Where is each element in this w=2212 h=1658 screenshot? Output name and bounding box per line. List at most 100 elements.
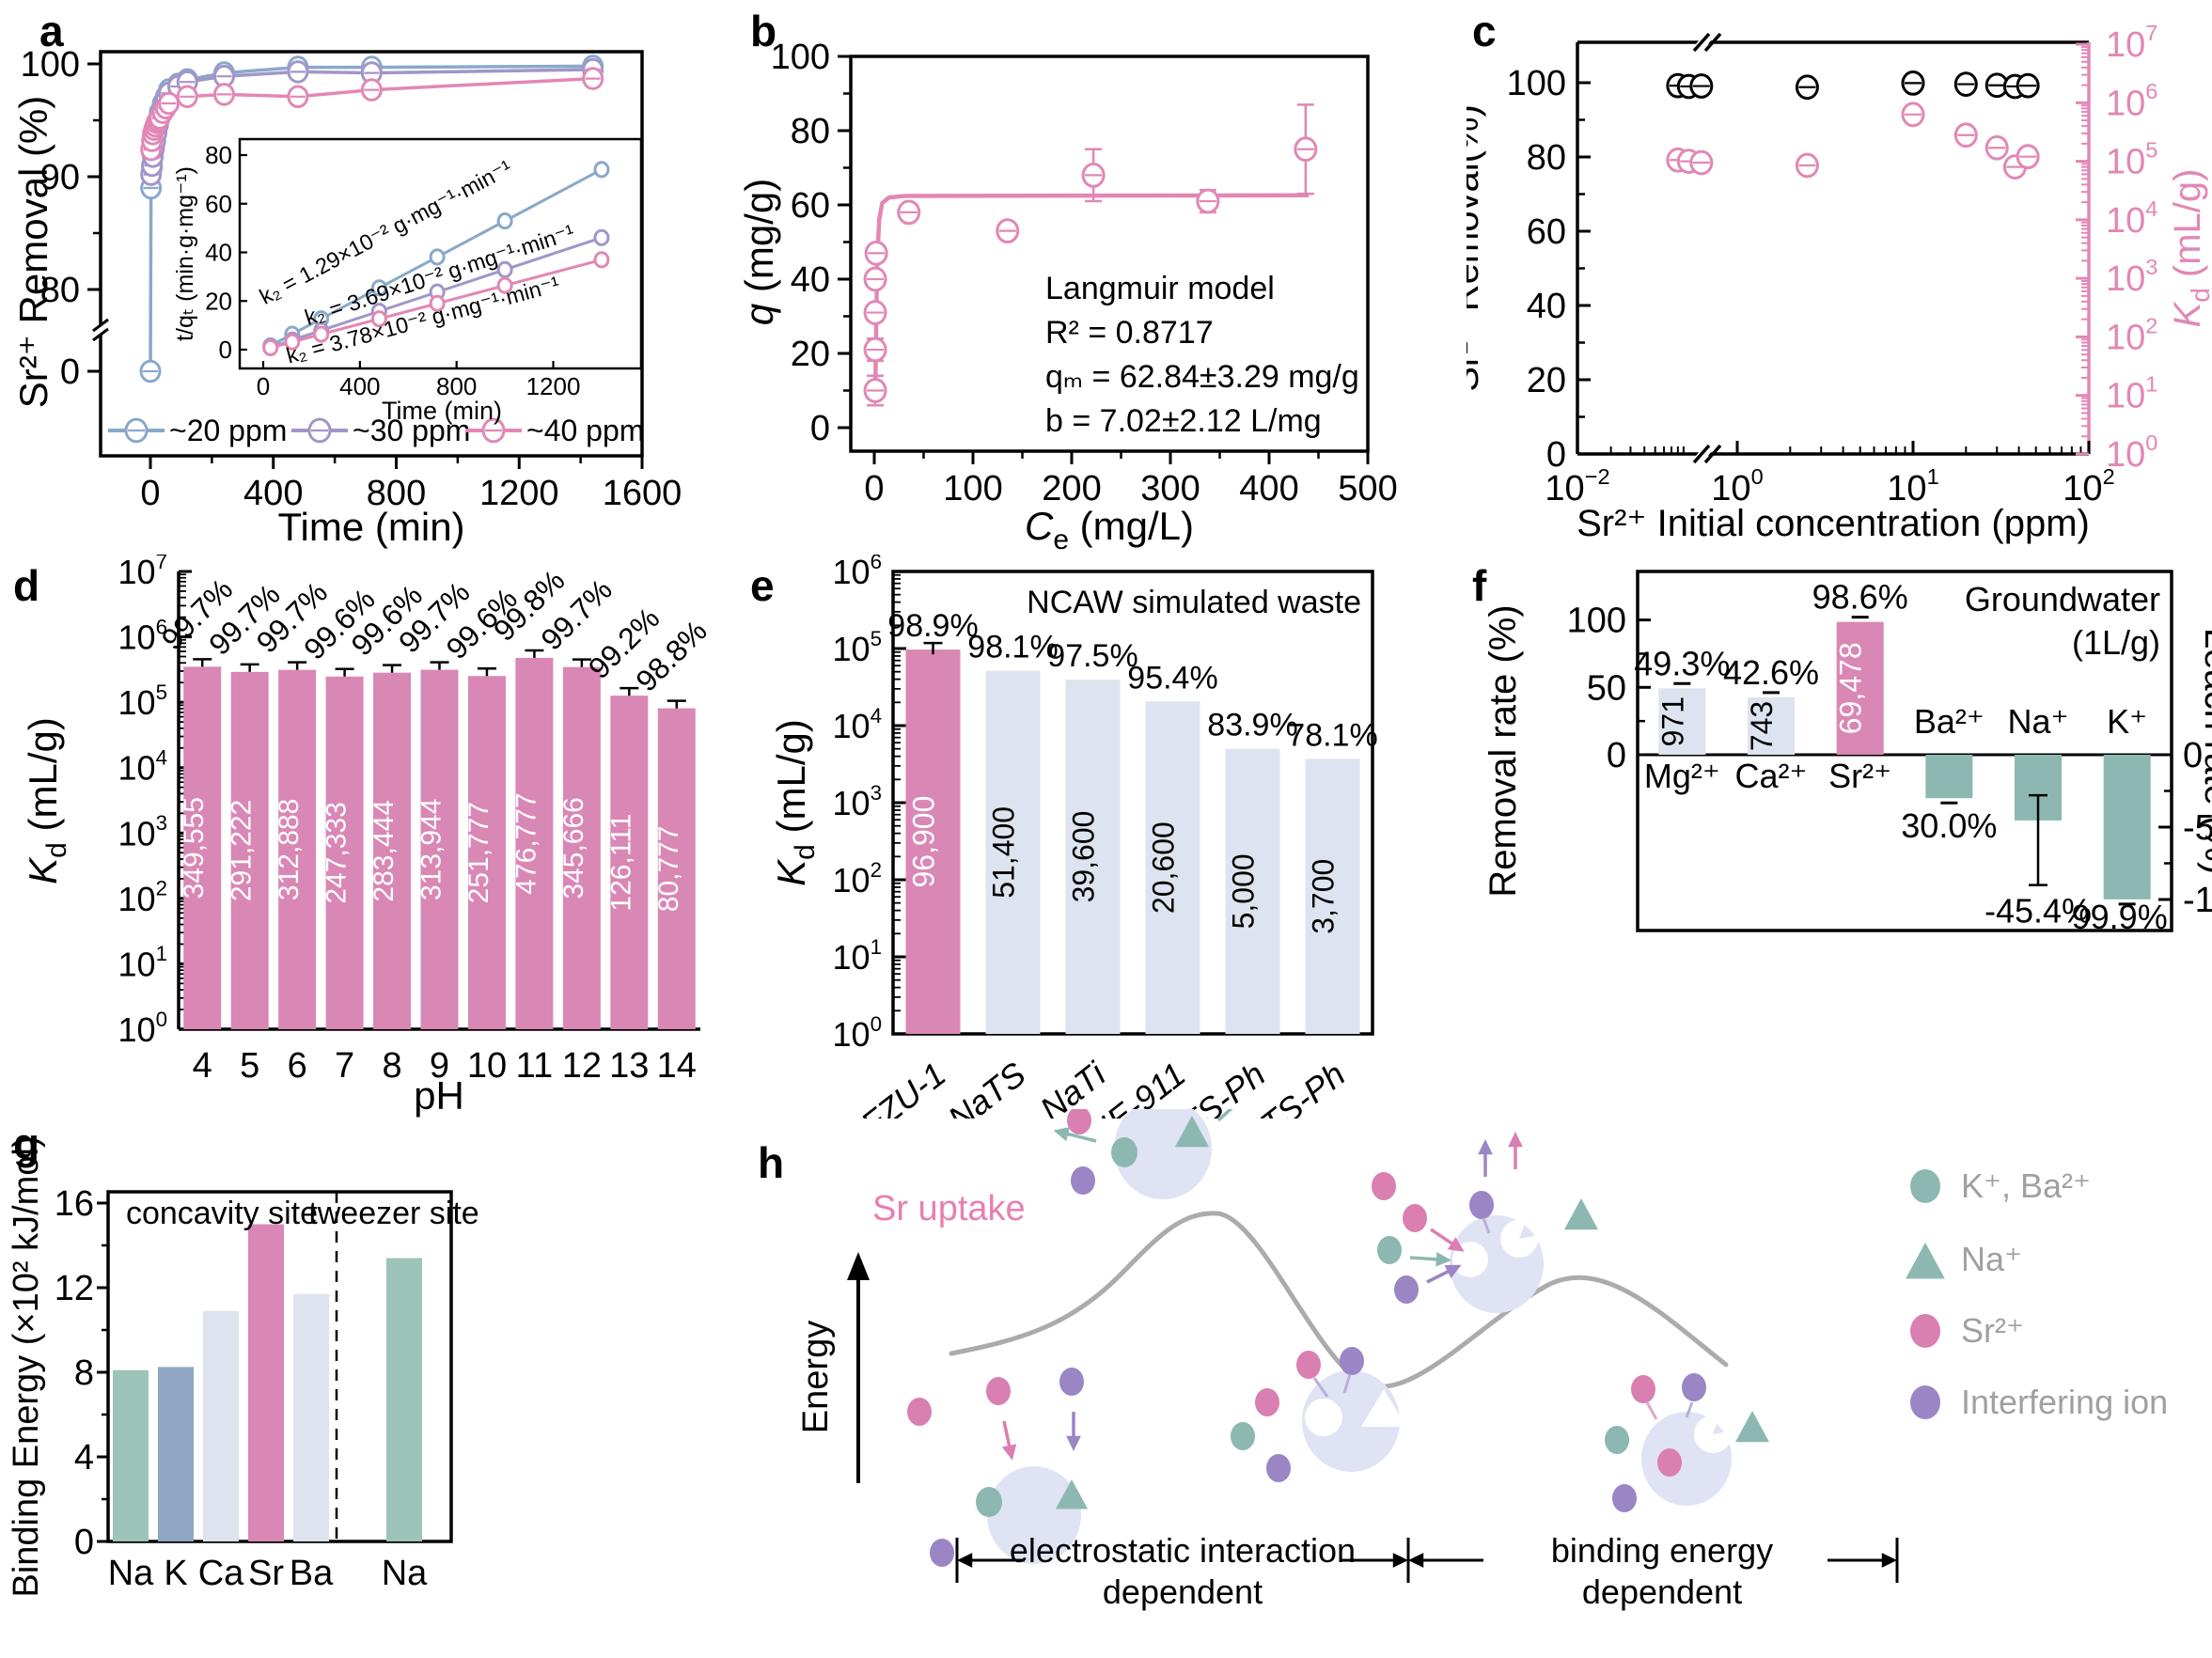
svg-text:pH: pH xyxy=(414,1073,464,1118)
svg-text:Kd (mL/g): Kd (mL/g) xyxy=(21,717,72,884)
svg-text:0: 0 xyxy=(60,352,80,392)
panel-e-comparison: 100 101 102 103 104 105 106 96,900 98.9% FZU-1 51,… xyxy=(743,555,1467,1118)
panel-f-plot: 0 50 100 0 -50 -100 Mg²⁺ 49.3% 971 Ca²⁺ 42.6% 743 Sr… xyxy=(1483,570,2212,936)
bar-4: Na⁺ -45.4% xyxy=(1985,702,2092,931)
svg-text:4: 4 xyxy=(193,1046,212,1086)
svg-text:40: 40 xyxy=(205,239,232,267)
svg-text:Na: Na xyxy=(382,1554,428,1593)
svg-text:69,478: 69,478 xyxy=(1834,642,1868,734)
x-axis: 0 400 800 1200 1600 Time (min) xyxy=(140,456,682,549)
svg-text:11: 11 xyxy=(516,1046,553,1086)
panel-f-chart: 0 50 100 0 -50 -100 Mg²⁺ 49.3% 971 Ca²⁺ 42.6% 743 Sr… xyxy=(1483,570,2212,936)
svg-text:400: 400 xyxy=(339,372,380,400)
svg-text:105: 105 xyxy=(833,627,882,668)
left-title: Removal rate (%) xyxy=(1483,604,1524,897)
svg-text:800: 800 xyxy=(367,474,426,513)
svg-text:291,222: 291,222 xyxy=(227,800,258,901)
svg-text:313,944: 313,944 xyxy=(416,799,447,900)
panel-letter-f: f xyxy=(1472,561,1487,610)
svg-text:100: 100 xyxy=(1567,602,1626,641)
svg-text:100: 100 xyxy=(118,1008,167,1049)
legend: ~20 ppm ~30 ppm ~40 ppm xyxy=(108,414,644,447)
svg-text:400: 400 xyxy=(1239,469,1298,508)
svg-text:Ce (mg/L): Ce (mg/L) xyxy=(1025,504,1194,555)
panel-f-groundwater: 0 50 100 0 -50 -100 Mg²⁺ 49.3% 971 Ca²⁺ 42.6% 743 Sr… xyxy=(1467,555,2212,1118)
svg-text:0: 0 xyxy=(2183,736,2203,775)
svg-text:100: 100 xyxy=(1507,64,1566,103)
svg-text:50: 50 xyxy=(1587,668,1626,708)
bar-K-1: K xyxy=(158,1367,194,1593)
svg-text:80: 80 xyxy=(791,112,830,151)
svg-text:tweezer site: tweezer site xyxy=(308,1196,478,1231)
svg-text:98.1%: 98.1% xyxy=(967,630,1058,665)
svg-text:78.1%: 78.1% xyxy=(1287,717,1377,753)
svg-text:Time (min): Time (min) xyxy=(277,505,464,549)
svg-text:60: 60 xyxy=(205,190,232,218)
svg-text:42.6%: 42.6% xyxy=(1723,653,1819,692)
svg-text:10−2: 10−2 xyxy=(1545,464,1609,508)
svg-text:0: 0 xyxy=(219,336,232,364)
svg-text:100: 100 xyxy=(771,38,830,77)
svg-text:80: 80 xyxy=(205,141,232,169)
svg-text:8: 8 xyxy=(382,1046,401,1086)
svg-text:Sr²⁺: Sr²⁺ xyxy=(1961,1311,2024,1350)
svg-text:4: 4 xyxy=(74,1438,94,1478)
svg-text:96,900: 96,900 xyxy=(907,796,941,888)
svg-text:dependent: dependent xyxy=(1582,1572,1742,1611)
svg-text:NCAW simulated waste: NCAW simulated waste xyxy=(1027,585,1361,620)
energy-curve xyxy=(949,1211,1729,1389)
svg-text:476,777: 476,777 xyxy=(510,792,541,894)
svg-text:9: 9 xyxy=(430,1046,449,1086)
svg-text:80: 80 xyxy=(40,271,80,310)
svg-text:98.9%: 98.9% xyxy=(887,608,978,644)
right-title: Leach rate (%) xyxy=(2197,628,2212,874)
svg-text:Langmuir model: Langmuir model xyxy=(1045,271,1275,306)
svg-text:1200: 1200 xyxy=(526,372,581,400)
panel-letter-h: h xyxy=(758,1138,785,1187)
svg-text:101: 101 xyxy=(2106,372,2157,416)
svg-text:3,700: 3,700 xyxy=(1307,859,1341,934)
svg-text:251,777: 251,777 xyxy=(463,802,494,903)
panel-letter-e: e xyxy=(750,561,775,610)
svg-text:312,888: 312,888 xyxy=(274,799,305,900)
svg-text:Na⁺: Na⁺ xyxy=(1961,1240,2022,1278)
svg-text:Groundwater: Groundwater xyxy=(1965,580,2160,618)
panel-b-chart: 0 20 40 60 80 100 0 100 200 300 400 500 Ce (mg/L) q (… xyxy=(743,38,1398,555)
bar-5: K⁺ 99.9% xyxy=(2072,702,2168,936)
svg-text:-50: -50 xyxy=(2183,808,2212,848)
svg-text:39,600: 39,600 xyxy=(1067,811,1101,903)
panel-b-isotherm: 0 20 40 60 80 100 0 100 200 300 400 500 Ce (mg/L) q (… xyxy=(743,0,1467,555)
y-title: Binding Energy (×10² kJ/mol) xyxy=(7,1135,46,1597)
bar-2: Sr²⁺ 98.6% 69,478 xyxy=(1812,578,1908,795)
svg-text:0: 0 xyxy=(1607,736,1626,775)
svg-text:100: 100 xyxy=(943,469,1002,508)
svg-text:~40 ppm: ~40 ppm xyxy=(526,414,644,447)
svg-text:90: 90 xyxy=(40,158,80,197)
svg-text:Removal rate (%): Removal rate (%) xyxy=(1483,604,1524,897)
svg-text:247,333: 247,333 xyxy=(322,802,353,903)
svg-text:20: 20 xyxy=(1527,361,1566,400)
svg-text:-100: -100 xyxy=(2183,881,2212,920)
svg-text:Ca: Ca xyxy=(198,1554,244,1593)
svg-text:345,666: 345,666 xyxy=(558,797,589,899)
svg-text:106: 106 xyxy=(2106,79,2157,123)
panel-e-plot: 10010110210310410510696,90098.9%FZU-151,… xyxy=(769,555,1378,1118)
svg-text:800: 800 xyxy=(436,372,477,400)
svg-text:107: 107 xyxy=(2106,21,2157,65)
svg-text:104: 104 xyxy=(2106,196,2157,241)
svg-text:~30 ppm: ~30 ppm xyxy=(353,414,470,447)
svg-text:60: 60 xyxy=(791,186,830,226)
svg-text:100: 100 xyxy=(833,1012,882,1054)
svg-text:Kd (mL/g): Kd (mL/g) xyxy=(2167,169,2212,328)
svg-text:12: 12 xyxy=(562,1046,602,1086)
bar-Na-0: Na xyxy=(108,1369,154,1593)
svg-text:K⁺, Ba²⁺: K⁺, Ba²⁺ xyxy=(1961,1166,2091,1205)
bar-3: Ba²⁺ 30.0% xyxy=(1901,702,1997,845)
svg-text:100: 100 xyxy=(21,45,80,85)
panel-c-concentration: 0 20 40 60 80 100 10−2 100 101 102 Sr²⁺ Initial co… xyxy=(1467,0,2212,555)
panel-g-chart: 0 4 8 12 16 Na K Ca Sr Ba Na concavity sitetweezer … xyxy=(7,1135,479,1597)
